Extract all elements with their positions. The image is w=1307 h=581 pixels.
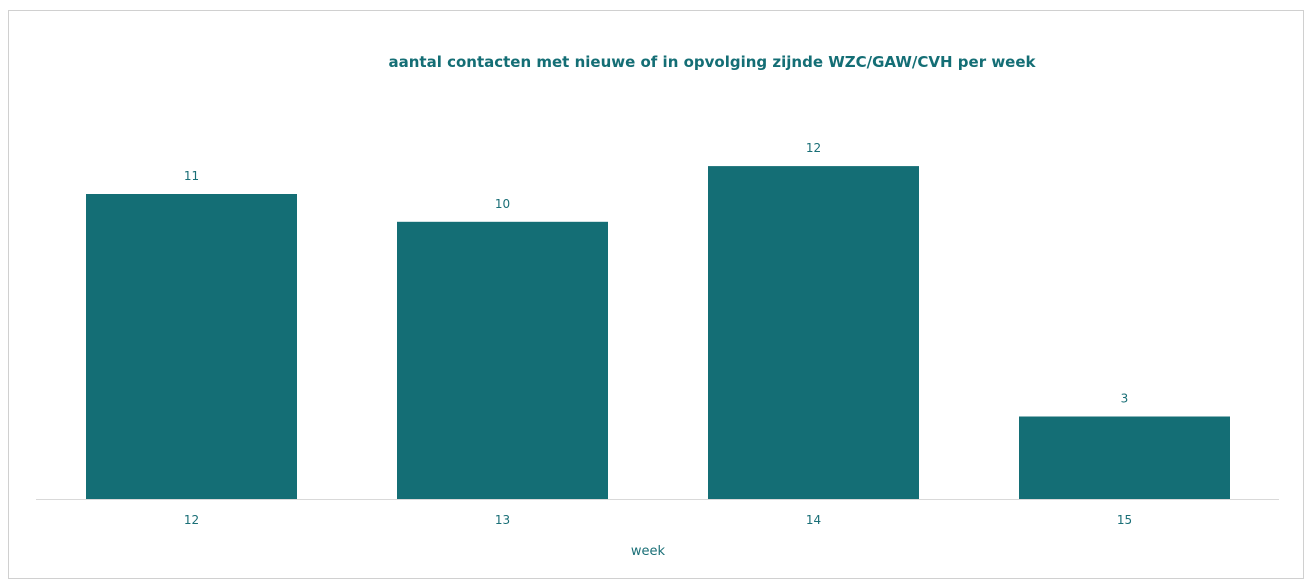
labels-layer: 11 12 10 13 12 14 3 15 xyxy=(184,141,1132,527)
chart-title: aantal contacten met nieuwe of in opvolg… xyxy=(389,53,1037,71)
x-tick-label-12: 12 xyxy=(184,513,199,527)
x-tick-label-15: 15 xyxy=(1117,513,1132,527)
x-tick-label-14: 14 xyxy=(806,513,821,527)
bar-week-13 xyxy=(397,221,608,501)
data-label-week-15: 3 xyxy=(1121,392,1129,406)
bar-week-14 xyxy=(708,166,919,500)
x-axis-title: week xyxy=(631,544,666,559)
bar-chart: aantal contacten met nieuwe of in opvolg… xyxy=(36,53,1279,559)
chart-frame: aantal contacten met nieuwe of in opvolg… xyxy=(8,10,1304,579)
bar-week-12 xyxy=(86,194,297,500)
data-label-week-12: 11 xyxy=(184,169,199,183)
bars-layer xyxy=(86,166,1230,501)
bar-week-15 xyxy=(1019,416,1230,500)
data-label-week-14: 12 xyxy=(806,141,821,155)
data-label-week-13: 10 xyxy=(495,197,510,211)
x-tick-label-13: 13 xyxy=(495,513,510,527)
